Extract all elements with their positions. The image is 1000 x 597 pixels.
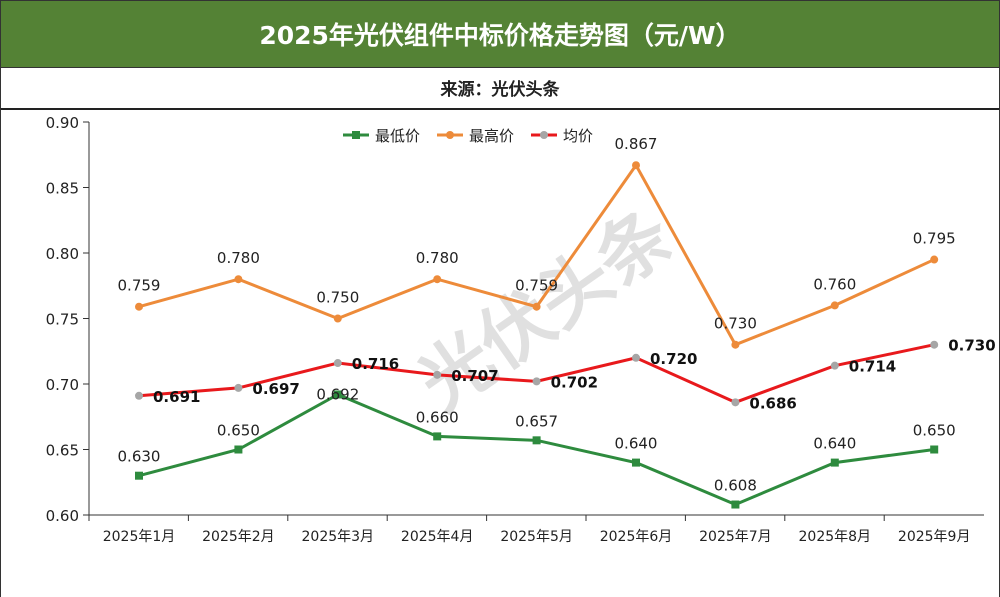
data-point <box>333 359 342 368</box>
x-tick-label: 2025年1月 <box>103 529 176 545</box>
data-label: 0.660 <box>416 408 459 426</box>
data-label: 0.640 <box>813 435 856 453</box>
data-point <box>433 370 442 379</box>
data-label: 0.780 <box>217 249 260 267</box>
data-label: 0.759 <box>118 277 161 295</box>
data-point <box>532 436 541 445</box>
data-point <box>135 302 143 311</box>
data-label: 0.657 <box>515 412 558 430</box>
x-tick-label: 2025年2月 <box>202 529 275 545</box>
data-point <box>532 302 541 311</box>
data-point <box>234 275 243 284</box>
data-point <box>135 391 143 400</box>
x-tick-label: 2025年4月 <box>401 529 474 545</box>
data-label: 0.707 <box>451 367 498 385</box>
data-point <box>234 445 243 454</box>
data-label: 0.720 <box>650 350 697 368</box>
data-label: 0.795 <box>913 230 956 248</box>
legend-marker <box>352 131 360 139</box>
data-point <box>433 275 442 284</box>
data-point <box>632 353 640 362</box>
data-point <box>930 255 939 264</box>
data-label: 0.692 <box>316 385 359 403</box>
data-label: 0.714 <box>849 358 896 376</box>
data-label: 0.691 <box>153 388 200 406</box>
data-point <box>632 458 640 467</box>
x-tick-label: 2025年3月 <box>302 529 375 545</box>
data-point <box>930 340 939 349</box>
data-label: 0.630 <box>118 448 161 466</box>
data-point <box>830 361 839 370</box>
legend-label: 均价 <box>563 127 593 145</box>
data-label: 0.759 <box>515 277 558 295</box>
data-label: 0.697 <box>252 380 299 398</box>
data-point <box>731 500 740 509</box>
data-label: 0.760 <box>813 275 856 293</box>
data-label: 0.750 <box>316 289 359 307</box>
data-point <box>930 445 939 454</box>
y-tick-label: 0.80 <box>46 245 79 263</box>
data-label: 0.650 <box>217 422 260 440</box>
legend-label: 最高价 <box>469 127 514 145</box>
legend-label: 最低价 <box>375 127 420 145</box>
data-point <box>731 340 740 349</box>
data-label: 0.702 <box>551 373 598 391</box>
data-point <box>135 471 143 480</box>
x-tick-label: 2025年8月 <box>799 529 872 545</box>
data-point <box>632 161 640 170</box>
y-tick-label: 0.65 <box>46 442 79 460</box>
data-label: 0.867 <box>615 135 658 153</box>
x-tick-label: 2025年7月 <box>699 529 772 545</box>
data-point <box>333 314 342 323</box>
data-label: 0.608 <box>714 477 757 495</box>
watermark: 光伏头条 <box>404 193 688 427</box>
y-tick-label: 0.75 <box>46 311 79 329</box>
y-tick-label: 0.60 <box>46 507 79 525</box>
data-point <box>333 390 342 399</box>
legend-marker <box>540 131 548 139</box>
data-label: 0.716 <box>352 355 399 373</box>
data-label: 0.730 <box>948 337 995 355</box>
data-point <box>433 432 442 441</box>
x-tick-label: 2025年5月 <box>500 529 573 545</box>
y-tick-label: 0.85 <box>46 180 79 198</box>
data-point <box>532 377 541 386</box>
data-point <box>830 301 839 310</box>
y-tick-label: 0.70 <box>46 376 79 394</box>
data-label: 0.686 <box>749 394 796 412</box>
x-tick-label: 2025年9月 <box>898 529 971 545</box>
y-tick-label: 0.90 <box>46 114 79 132</box>
data-label: 0.780 <box>416 249 459 267</box>
data-label: 0.640 <box>615 435 658 453</box>
data-label: 0.650 <box>913 422 956 440</box>
data-point <box>731 398 740 407</box>
data-point <box>234 383 243 392</box>
data-label: 0.730 <box>714 315 757 333</box>
legend-marker <box>446 131 454 139</box>
data-point <box>830 458 839 467</box>
x-tick-label: 2025年6月 <box>600 529 673 545</box>
chart-title: 2025年光伏组件中标价格走势图（元/W） <box>0 0 1000 68</box>
